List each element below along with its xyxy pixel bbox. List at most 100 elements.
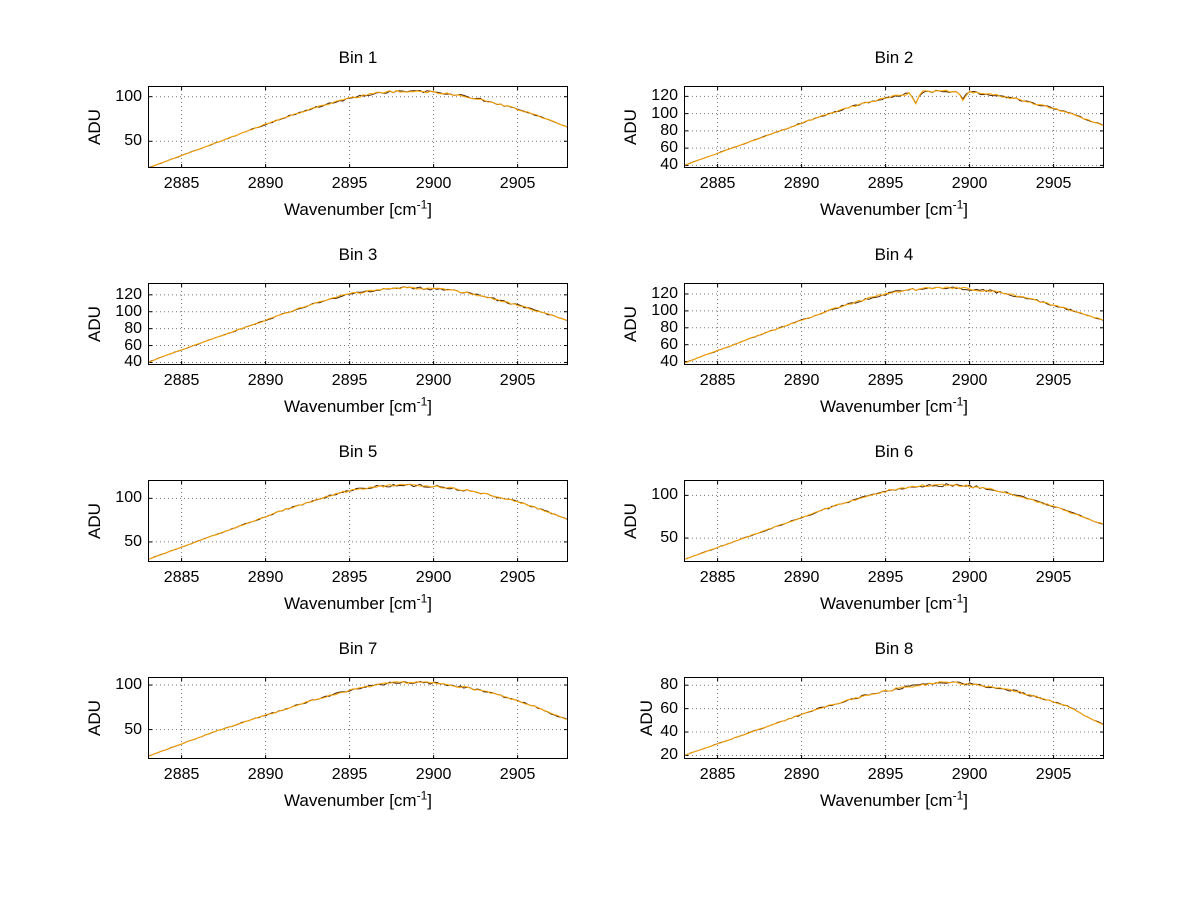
y-tick-label: 120: [651, 284, 678, 302]
spectrum-trace-underlay: [684, 89, 1104, 166]
x-tick-label: 2905: [499, 372, 536, 389]
x-tick-label: 2885: [699, 569, 736, 586]
axes-frame: [148, 86, 568, 168]
spectrum-trace-underlay: [148, 680, 568, 757]
spectrum-trace: [148, 483, 568, 560]
x-axis-label-text: Wavenumber [cm: [284, 200, 417, 219]
x-axis-label: Wavenumber [cm-1]: [148, 591, 568, 614]
plot-title: Bin 6: [874, 442, 914, 461]
y-tick-label: 50: [660, 529, 678, 547]
x-tick-label: 2900: [415, 372, 452, 389]
x-tick-label: 2890: [783, 175, 820, 192]
y-tick-label: 120: [651, 87, 678, 105]
x-axis-label-superscript: -1: [952, 591, 964, 606]
subplot: Bin 2 ADU Wavenumber [cm-1] 40 60 80 100 120…: [611, 40, 1147, 237]
x-tick-label: 2900: [415, 569, 452, 586]
plot-axes: [684, 677, 1104, 759]
plot-title: Bin 2: [874, 48, 914, 67]
x-tick-label: 2905: [1035, 175, 1072, 192]
y-tick-label: 40: [124, 353, 142, 371]
x-tick-label: 2900: [951, 372, 988, 389]
x-axis-label-superscript: -1: [416, 788, 428, 803]
plot-axes: [148, 677, 568, 759]
x-axis-label-text: Wavenumber [cm: [820, 200, 953, 219]
subplot: Bin 5 ADU Wavenumber [cm-1] 50 100 2885 289…: [75, 434, 611, 631]
y-tick-label: 40: [660, 156, 678, 174]
x-tick-label: 2885: [699, 766, 736, 783]
plot-canvas: [684, 677, 1104, 759]
axes-frame: [684, 283, 1104, 365]
y-tick-label: 60: [124, 336, 142, 354]
x-tick-label: 2895: [331, 372, 368, 389]
x-tick-label: 2900: [951, 569, 988, 586]
x-axis-label-superscript: -1: [416, 394, 428, 409]
y-tick-label: 50: [124, 532, 142, 550]
spectrum-trace: [684, 286, 1104, 364]
x-tick-label: 2905: [1035, 372, 1072, 389]
x-tick-label: 2890: [247, 175, 284, 192]
x-tick-label: 2905: [1035, 569, 1072, 586]
y-tick-label: 100: [115, 676, 142, 694]
x-tick-label: 2900: [415, 766, 452, 783]
y-tick-label: 80: [660, 676, 678, 694]
y-tick-label: 100: [651, 301, 678, 319]
y-tick-label: 80: [124, 319, 142, 337]
x-tick-label: 2905: [499, 569, 536, 586]
x-axis-label: Wavenumber [cm-1]: [148, 197, 568, 220]
plot-title: Bin 3: [338, 245, 378, 264]
x-tick-label: 2890: [247, 372, 284, 389]
x-tick-label: 2890: [783, 766, 820, 783]
plot-canvas: [148, 86, 568, 168]
y-tick-label: 40: [660, 352, 678, 370]
subplot: Bin 7 ADU Wavenumber [cm-1] 50 100 2885 289…: [75, 631, 611, 828]
x-axis-label-suffix: ]: [963, 594, 968, 613]
plot-axes: [148, 86, 568, 168]
subplot: Bin 4 ADU Wavenumber [cm-1] 40 60 80 100 120…: [611, 237, 1147, 434]
x-tick-label: 2885: [163, 569, 200, 586]
y-tick-label: 120: [115, 285, 142, 303]
x-axis-label-superscript: -1: [952, 197, 964, 212]
x-axis-label-suffix: ]: [963, 200, 968, 219]
spectrum-trace: [684, 681, 1104, 757]
x-tick-label: 2895: [867, 569, 904, 586]
x-tick-label: 2900: [951, 175, 988, 192]
plot-axes: [148, 283, 568, 365]
x-axis-label-superscript: -1: [416, 591, 428, 606]
x-tick-label: 2900: [415, 175, 452, 192]
y-tick-label: 80: [660, 121, 678, 139]
y-tick-label: 100: [651, 486, 678, 504]
axes-frame: [684, 480, 1104, 562]
spectrum-trace-underlay: [684, 286, 1104, 364]
x-axis-label-suffix: ]: [427, 594, 432, 613]
plot-canvas: [148, 480, 568, 562]
plot-title: Bin 1: [338, 48, 378, 67]
x-tick-label: 2895: [867, 766, 904, 783]
spectrum-trace: [684, 89, 1104, 166]
x-axis-label-suffix: ]: [427, 200, 432, 219]
x-tick-label: 2885: [699, 372, 736, 389]
x-axis-label-superscript: -1: [416, 197, 428, 212]
x-axis-label-text: Wavenumber [cm: [284, 791, 417, 810]
x-tick-label: 2890: [783, 569, 820, 586]
subplot: Bin 3 ADU Wavenumber [cm-1] 40 60 80 100 120…: [75, 237, 611, 434]
x-tick-label: 2905: [499, 175, 536, 192]
axes-frame: [684, 86, 1104, 168]
y-tick-label: 50: [124, 720, 142, 738]
plot-canvas: [148, 677, 568, 759]
x-axis-label: Wavenumber [cm-1]: [684, 197, 1104, 220]
x-tick-label: 2895: [331, 175, 368, 192]
axes-frame: [148, 283, 568, 365]
spectrum-trace: [684, 483, 1104, 560]
plot-canvas: [148, 283, 568, 365]
y-tick-label: 60: [660, 699, 678, 717]
spectrum-trace-underlay: [148, 483, 568, 561]
spectrum-trace-underlay: [148, 286, 568, 364]
spectrum-trace-underlay: [148, 90, 568, 168]
subplot: Bin 1 ADU Wavenumber [cm-1] 50 100 2885 289…: [75, 40, 611, 237]
x-tick-label: 2885: [163, 766, 200, 783]
y-tick-label: 20: [660, 746, 678, 764]
y-tick-label: 100: [115, 87, 142, 105]
y-tick-label: 80: [660, 318, 678, 336]
x-tick-label: 2885: [163, 372, 200, 389]
x-axis-label-suffix: ]: [427, 791, 432, 810]
